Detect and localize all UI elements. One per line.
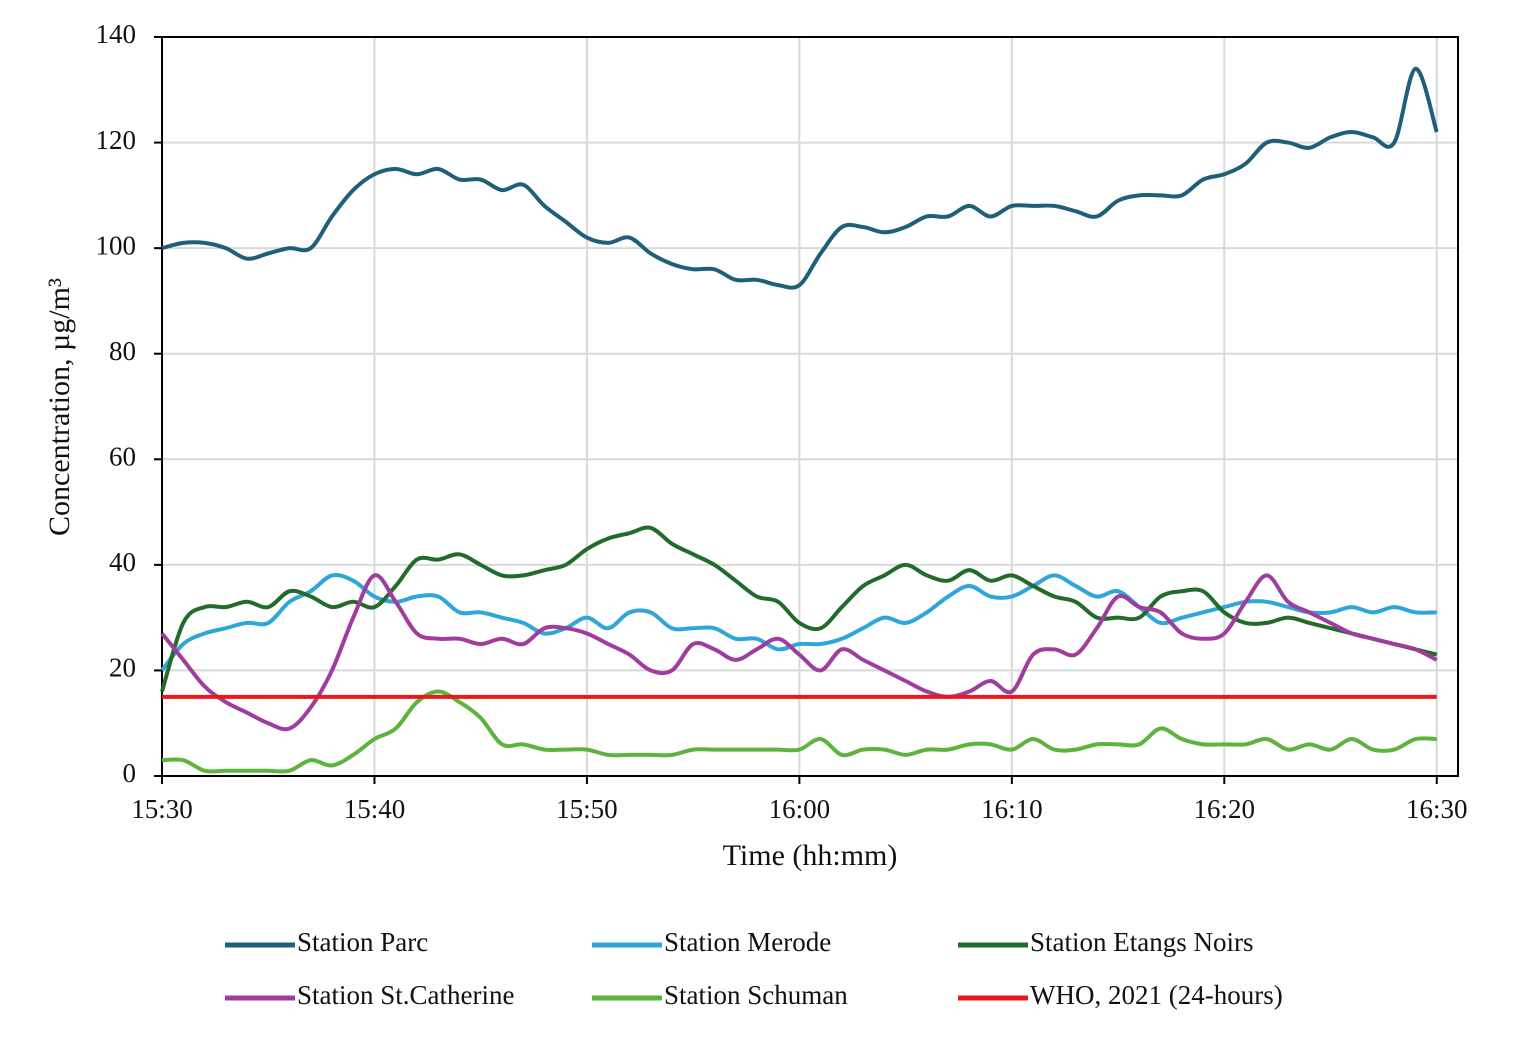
x-tick-label: 16:30: [1406, 794, 1468, 824]
series-line: [160, 573, 1438, 732]
series-line: [161, 689, 1437, 774]
x-tick-label: 16:00: [769, 794, 831, 824]
legend-label: Station Etangs Noirs: [1030, 927, 1254, 957]
series-line: [161, 66, 1439, 290]
y-tick-label: 100: [96, 230, 137, 260]
series-line: [160, 572, 1437, 672]
legend-label: Station St.Catherine: [297, 980, 514, 1010]
x-tick-label: 16:10: [981, 794, 1043, 824]
y-tick-label: 20: [109, 653, 136, 683]
y-tick-label: 0: [123, 758, 137, 788]
y-tick-label: 140: [96, 19, 137, 49]
y-tick-label: 40: [109, 547, 136, 577]
legend-label: WHO, 2021 (24-hours): [1030, 980, 1283, 1010]
legend-label: Station Parc: [297, 927, 428, 957]
plot-frame: [161, 36, 1459, 777]
y-tick-label: 120: [96, 125, 137, 155]
y-tick-label: 60: [109, 441, 136, 471]
legend-label: Station Merode: [664, 927, 831, 957]
x-tick-label: 15:50: [556, 794, 618, 824]
y-axis-label: Concentration, µg/m³: [43, 278, 76, 536]
y-tick-label: 80: [109, 336, 136, 366]
x-tick-label: 16:20: [1194, 794, 1256, 824]
x-tick-label: 15:40: [344, 794, 406, 824]
x-axis-label: Time (hh:mm): [723, 839, 898, 872]
series-line: [160, 525, 1438, 693]
x-tick-label: 15:30: [131, 794, 193, 824]
legend-label: Station Schuman: [664, 980, 848, 1010]
